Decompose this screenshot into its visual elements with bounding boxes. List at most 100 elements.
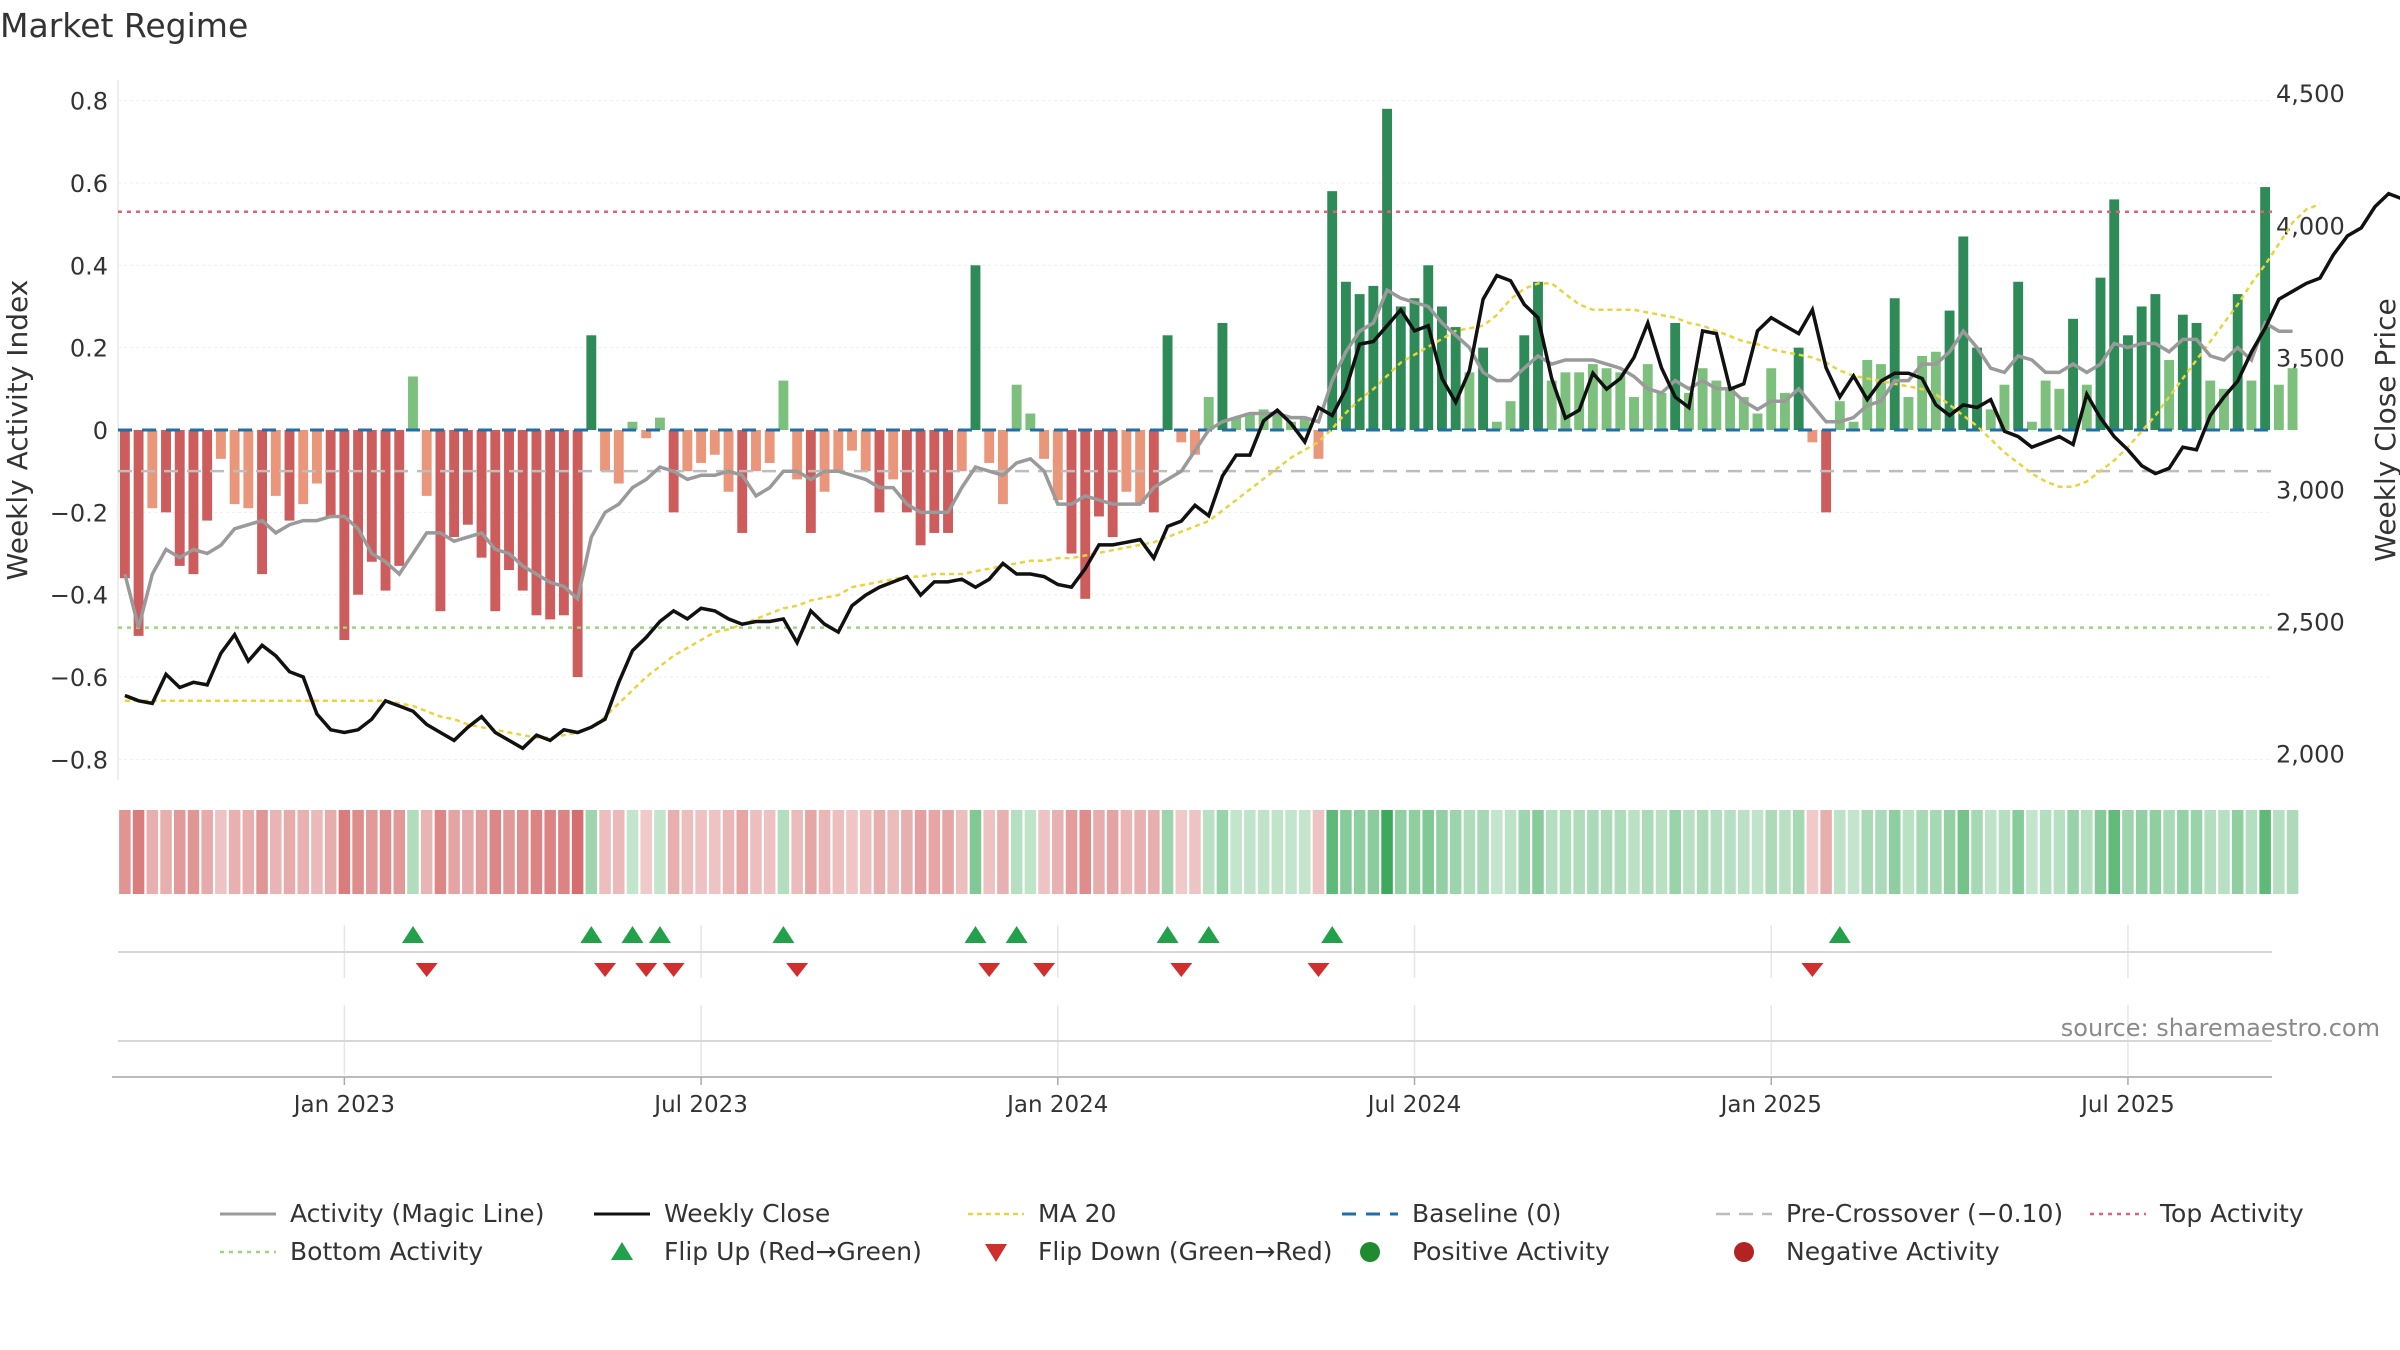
activity-bar	[1478, 347, 1489, 430]
activity-bar	[1409, 298, 1420, 430]
heat-strip-cell	[544, 810, 556, 894]
heat-strip-cell	[791, 810, 803, 894]
heat-strip-cell	[2135, 810, 2148, 894]
heat-strip-cell	[2067, 810, 2079, 894]
activity-bar	[2068, 318, 2079, 430]
activity-bar	[1766, 368, 1777, 430]
activity-bar	[2109, 199, 2120, 430]
activity-bar	[1190, 430, 1200, 455]
heat-strip-cell	[928, 810, 941, 894]
chart-title: Market Regime	[0, 6, 249, 45]
heat-strip-cell	[352, 810, 364, 894]
activity-bar	[229, 430, 240, 505]
activity-bar	[504, 430, 514, 570]
heat-strip-cell	[132, 810, 145, 894]
activity-bar	[1121, 430, 1132, 492]
activity-bar	[1780, 392, 1790, 430]
activity-bar	[627, 421, 638, 430]
legend-label: Flip Down (Green→Red)	[1038, 1237, 1333, 1266]
legend-symbol-ma20	[968, 1212, 1024, 1216]
activity-bar	[1052, 430, 1063, 500]
heat-strip-cell	[2286, 810, 2299, 894]
heat-strip-cell	[1957, 810, 1970, 894]
activity-bar	[641, 430, 652, 439]
legend-marker	[985, 1244, 1007, 1262]
heat-strip-cell	[1326, 810, 1338, 894]
activity-bar	[929, 430, 940, 533]
legend-symbol-close	[594, 1212, 650, 1216]
activity-bar	[1834, 401, 1845, 430]
activity-bar	[394, 430, 405, 566]
activity-bar	[682, 430, 693, 472]
activity-bar	[764, 430, 775, 463]
activity-bar	[1656, 392, 1667, 430]
heat-strip-cell	[1545, 810, 1558, 894]
activity-bar	[1094, 430, 1104, 517]
heat-strip-cell	[2163, 810, 2175, 894]
legend: Activity (Magic Line) Weekly Close MA 20 Ba…	[0, 1198, 2400, 1288]
flip-down-marker	[978, 963, 1001, 977]
activity-bar	[2287, 368, 2298, 430]
activity-bar	[1944, 310, 1955, 430]
heat-strip-cell	[1559, 810, 1572, 894]
activity-bar	[1752, 413, 1763, 430]
heat-strip-cell	[2259, 810, 2271, 894]
activity-bar	[1807, 430, 1818, 443]
legend-symbol-pos	[1360, 1242, 1380, 1262]
flip-up-marker	[1197, 926, 1220, 943]
activity-bar	[1587, 364, 1598, 430]
y-tick-label: −0.6	[50, 664, 108, 692]
activity-bar	[805, 430, 816, 533]
activity-bar	[586, 335, 597, 430]
activity-bar	[1382, 108, 1393, 430]
activity-bar	[2273, 384, 2284, 430]
heat-strip-cell	[1381, 810, 1393, 894]
activity-bar	[833, 430, 844, 472]
y-axis-label: Weekly Activity Index	[1, 280, 34, 581]
heat-strip-cell	[2177, 810, 2189, 894]
legend-label: MA 20	[1038, 1199, 1117, 1228]
y-tick-label: 0.4	[70, 252, 108, 280]
heat-strip-cell	[324, 810, 337, 894]
activity-bar	[572, 430, 583, 678]
flip-up-marker	[401, 926, 424, 943]
activity-bar	[2246, 380, 2257, 430]
activity-bar	[558, 430, 569, 616]
heat-strip-cell	[942, 810, 954, 894]
activity-bar	[215, 430, 226, 459]
heat-strip-cell	[1052, 810, 1064, 894]
heat-strip-cell	[1984, 810, 1997, 894]
flip-up-marker	[1828, 926, 1851, 943]
heat-strip-cell	[270, 810, 282, 894]
activity-bar	[257, 430, 267, 575]
activity-bar	[435, 430, 446, 612]
legend-marker	[1360, 1242, 1380, 1262]
activity-bar	[1368, 285, 1379, 430]
legend-label: Top Activity	[2160, 1199, 2304, 1228]
heat-strip-cell	[1216, 810, 1229, 894]
heat-strip-cell	[681, 810, 694, 894]
weekly-close-line	[124, 191, 2400, 751]
activity-bar	[1231, 417, 1242, 430]
activity-bar	[1437, 306, 1447, 430]
activity-bar	[1244, 413, 1255, 430]
heat-strip-cell	[2231, 810, 2244, 894]
heat-strip-cell	[1024, 810, 1037, 894]
heat-strip-cell	[1930, 810, 1942, 894]
activity-bar	[2081, 384, 2092, 430]
x-tick-label: Jan 2025	[1719, 1092, 1822, 1118]
flip-up-marker	[964, 926, 987, 943]
y2-tick-label: 4,000	[2276, 212, 2345, 240]
flip-up-marker	[1005, 926, 1028, 943]
activity-bar	[737, 430, 748, 533]
heat-strip-cell	[2204, 810, 2217, 894]
activity-bar	[2177, 314, 2188, 430]
heat-strip-cell	[585, 810, 598, 894]
heat-strip-cell	[173, 810, 186, 894]
activity-bar	[2150, 294, 2161, 430]
activity-bar	[1711, 380, 1722, 430]
y2-tick-label: 3,000	[2276, 476, 2345, 504]
activity-bar	[298, 430, 309, 505]
activity-bar	[1697, 368, 1708, 430]
